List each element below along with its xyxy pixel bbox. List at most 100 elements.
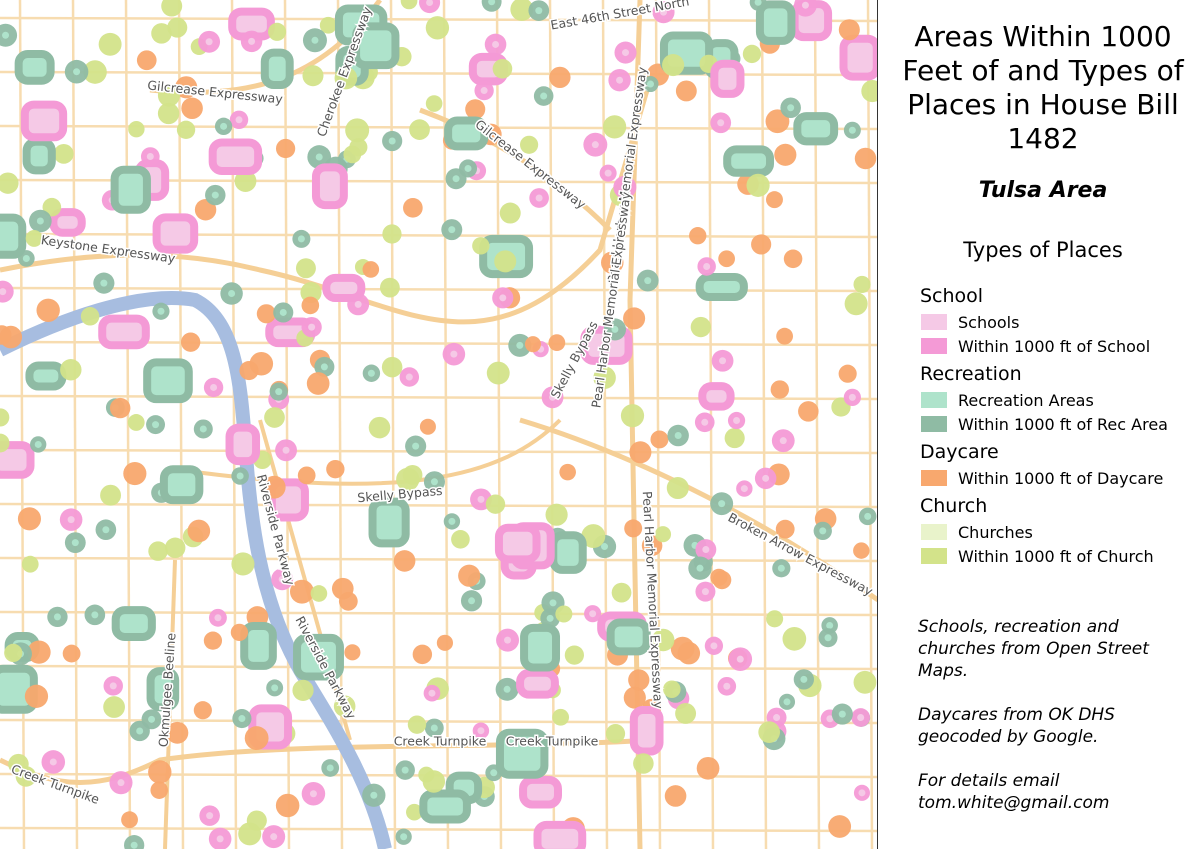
place	[278, 575, 286, 583]
place-buffer	[275, 138, 296, 159]
road	[866, 0, 874, 849]
place-buffer	[422, 770, 446, 793]
place-buffer	[765, 191, 783, 209]
road	[760, 0, 768, 849]
place-buffer	[425, 95, 443, 112]
place	[271, 684, 279, 692]
place-buffer	[776, 327, 794, 345]
note: For details email tom.white@gmail.com	[918, 771, 1110, 813]
place-buffer	[121, 811, 138, 829]
road	[71, 0, 79, 849]
place	[589, 610, 597, 618]
place	[220, 122, 228, 130]
place-buffer	[419, 0, 441, 14]
legend-label: Within 1000 ft of Daycare	[958, 468, 1164, 488]
place-buffer	[193, 701, 212, 720]
place-buffer	[128, 120, 145, 138]
legend-label: Within 1000 ft of School	[958, 336, 1151, 356]
legend-group: Recreation	[920, 363, 1022, 385]
place-buffer	[770, 380, 790, 399]
place-buffer	[400, 0, 418, 10]
legend-group: Daycare	[920, 441, 999, 463]
place-buffer	[60, 359, 82, 381]
rec-area	[419, 789, 471, 824]
place-buffer	[151, 23, 172, 44]
place-buffer	[53, 143, 74, 164]
place	[492, 40, 500, 48]
place-buffer	[675, 703, 697, 724]
place-buffer	[718, 250, 735, 268]
legend-swatch	[921, 548, 947, 564]
place	[205, 38, 213, 46]
legend-label: Recreation Areas	[958, 390, 1094, 410]
place	[477, 727, 485, 735]
place	[2, 31, 10, 39]
place-buffer	[775, 519, 795, 539]
place	[591, 141, 599, 149]
place-buffer	[650, 430, 669, 449]
legend-swatch	[921, 416, 947, 432]
place-buffer	[654, 526, 672, 543]
place-buffer	[0, 172, 19, 194]
place-buffer	[268, 22, 287, 41]
legend-swatch	[921, 524, 947, 540]
place-buffer	[465, 99, 486, 120]
place	[701, 418, 709, 426]
place	[91, 611, 99, 619]
note: Schools, recreation and churches from Op…	[918, 617, 1149, 681]
place-buffer	[854, 147, 877, 170]
place-buffer	[549, 66, 571, 88]
place-buffer	[838, 364, 857, 383]
rec-area	[520, 623, 561, 672]
place	[549, 393, 557, 401]
legend-label: Schools	[958, 312, 1020, 332]
place	[736, 655, 744, 663]
place	[660, 8, 668, 16]
place-buffer	[344, 644, 361, 661]
rec-area	[110, 165, 151, 214]
place	[702, 546, 710, 554]
road	[0, 448, 878, 455]
place-buffer	[161, 0, 183, 17]
place-buffer	[15, 766, 37, 787]
place-buffer	[157, 84, 181, 107]
place	[320, 363, 328, 371]
place	[783, 698, 791, 706]
place-buffer	[166, 721, 189, 744]
place-buffer	[677, 641, 701, 665]
place-buffer	[203, 631, 223, 650]
place	[308, 323, 316, 331]
rec-area	[606, 618, 651, 656]
place	[733, 417, 741, 425]
school-area	[225, 423, 261, 466]
place	[546, 614, 554, 622]
place	[0, 288, 7, 296]
place-buffer	[21, 555, 39, 573]
school-area	[494, 523, 541, 564]
place-buffer	[295, 258, 316, 279]
place-buffer	[844, 292, 868, 316]
place-buffer	[601, 251, 624, 274]
place-buffer	[176, 120, 196, 140]
legend-swatch	[921, 392, 947, 408]
place-buffer	[593, 366, 616, 389]
school-area	[710, 59, 745, 98]
place-buffer	[436, 634, 454, 651]
place	[238, 715, 246, 723]
place	[400, 833, 408, 841]
place-buffer	[27, 640, 51, 664]
place-buffer	[524, 336, 542, 353]
school-area	[629, 705, 664, 756]
place-buffer	[861, 80, 878, 103]
place-buffer	[746, 173, 770, 197]
place	[535, 194, 543, 202]
place	[102, 526, 110, 534]
place	[354, 300, 362, 308]
place	[503, 685, 511, 693]
road-label: Creek Turnpike	[394, 734, 487, 749]
place	[228, 290, 236, 298]
place	[199, 425, 207, 433]
place-buffer	[419, 418, 436, 435]
place-buffer	[853, 670, 877, 694]
rec-area	[14, 50, 55, 85]
